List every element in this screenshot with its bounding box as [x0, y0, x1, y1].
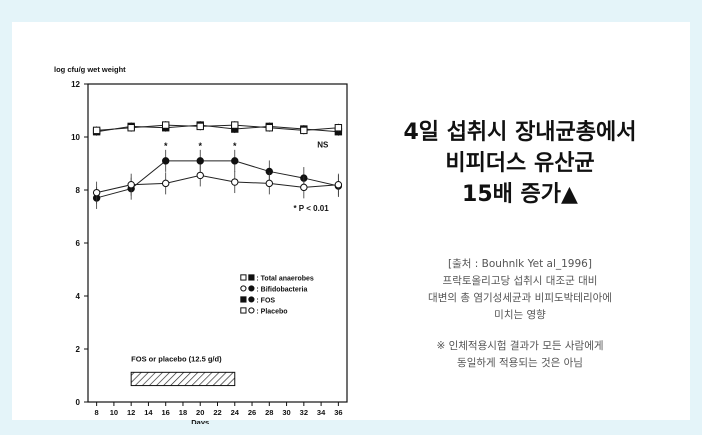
y-axis-label: log cfu/g wet weight — [54, 65, 126, 74]
source-desc-line-1: 프락토올리고당 섭취시 대조군 대비 — [442, 275, 598, 287]
legend-label: : Placebo — [256, 308, 287, 315]
data-point — [196, 157, 204, 165]
content-card: log cfu/g wet weight 0 2 4 6 8 10 12 8 10 12 14 16 18… — [12, 22, 690, 427]
data-point — [92, 126, 101, 135]
headline-line-1: 4일 섭취시 장내균총에서 — [403, 120, 637, 145]
legend-marker — [248, 307, 255, 314]
significance-star: * — [233, 141, 237, 151]
legend-label: : FOS — [256, 297, 275, 304]
ns-label: NS — [317, 141, 329, 150]
data-point — [127, 181, 135, 189]
treatment-bar-label: FOS or placebo (12.5 g/d) — [131, 354, 222, 363]
x-axis-label: Days — [191, 418, 209, 424]
x-tick-label: 8 — [95, 408, 99, 417]
chart-panel: log cfu/g wet weight 0 2 4 6 8 10 12 8 10 12 14 16 18… — [52, 44, 372, 427]
legend-marker — [248, 285, 255, 292]
legend-marker — [248, 296, 255, 303]
legend-label: : Total anaerobes — [256, 275, 314, 282]
legend-marker — [240, 285, 247, 292]
source-desc-line-2: 대변의 총 염기성세균과 비피도박테리아에 — [428, 292, 612, 304]
data-point — [265, 179, 274, 188]
y-tick-label: 4 — [76, 292, 81, 301]
data-point — [334, 124, 343, 132]
headline: 4일 섭취시 장내균총에서 비피더스 유산균 15배 증가▲ — [370, 117, 670, 210]
x-tick-label: 20 — [196, 408, 204, 417]
data-point — [196, 171, 204, 180]
data-point — [231, 157, 239, 165]
y-tick-label: 8 — [76, 186, 81, 195]
series-line — [96, 124, 339, 133]
x-tick-label: 36 — [334, 408, 342, 417]
source-note: [출처 : Bouhnlk Yet al_1996] 프락토올리고당 섭취시 대… — [370, 256, 670, 372]
data-point — [300, 126, 308, 135]
y-tick-label: 6 — [76, 239, 81, 248]
headline-line-2: 비피더스 유산균 — [445, 151, 595, 176]
data-point — [196, 122, 204, 131]
x-tick-label: 14 — [144, 408, 153, 417]
legend-marker — [240, 296, 247, 303]
legend-label: : Bifidobacteria — [256, 286, 307, 293]
source-citation: [출처 : Bouhnlk Yet al_1996] — [448, 258, 592, 270]
disclaimer-line-1: ※ 인체적용시험 결과가 모든 사람에게 — [436, 340, 604, 352]
x-tick-label: 16 — [162, 408, 170, 417]
data-point — [162, 121, 170, 129]
significance-star: * — [198, 141, 202, 151]
y-tick-label: 10 — [71, 133, 80, 142]
data-point — [162, 157, 170, 165]
x-tick-label: 30 — [282, 408, 290, 417]
x-tick-label: 32 — [300, 408, 308, 417]
data-point — [231, 121, 239, 129]
series-line — [96, 174, 339, 194]
x-tick-label: 28 — [265, 408, 273, 417]
x-tick-label: 18 — [179, 408, 187, 417]
data-point — [127, 124, 135, 132]
data-point — [162, 179, 170, 188]
x-tick-label: 10 — [110, 408, 118, 417]
x-tick-label: 34 — [317, 408, 326, 417]
data-point — [300, 183, 308, 192]
data-point — [334, 181, 343, 189]
y-tick-label: 12 — [71, 80, 80, 89]
data-point — [231, 178, 239, 186]
data-point — [92, 188, 101, 197]
headline-line-3: 15배 증가▲ — [462, 182, 578, 207]
x-tick-label: 26 — [248, 408, 256, 417]
x-tick-label: 22 — [213, 408, 221, 417]
y-tick-label: 0 — [76, 398, 81, 407]
legend-marker — [240, 274, 247, 281]
legend-marker — [248, 274, 255, 281]
significance-star: * — [164, 141, 168, 151]
significance-label: * P < 0.01 — [293, 204, 329, 213]
legend-marker — [240, 307, 247, 314]
data-point — [265, 124, 274, 132]
source-desc-line-3: 미치는 영향 — [494, 309, 546, 321]
series-line — [96, 124, 339, 131]
treatment-bar — [130, 371, 236, 387]
x-tick-label: 24 — [231, 408, 240, 417]
x-tick-label: 12 — [127, 408, 135, 417]
y-tick-label: 2 — [76, 345, 81, 354]
disclaimer-line-2: 동일하게 적용되는 것은 아님 — [457, 357, 583, 369]
